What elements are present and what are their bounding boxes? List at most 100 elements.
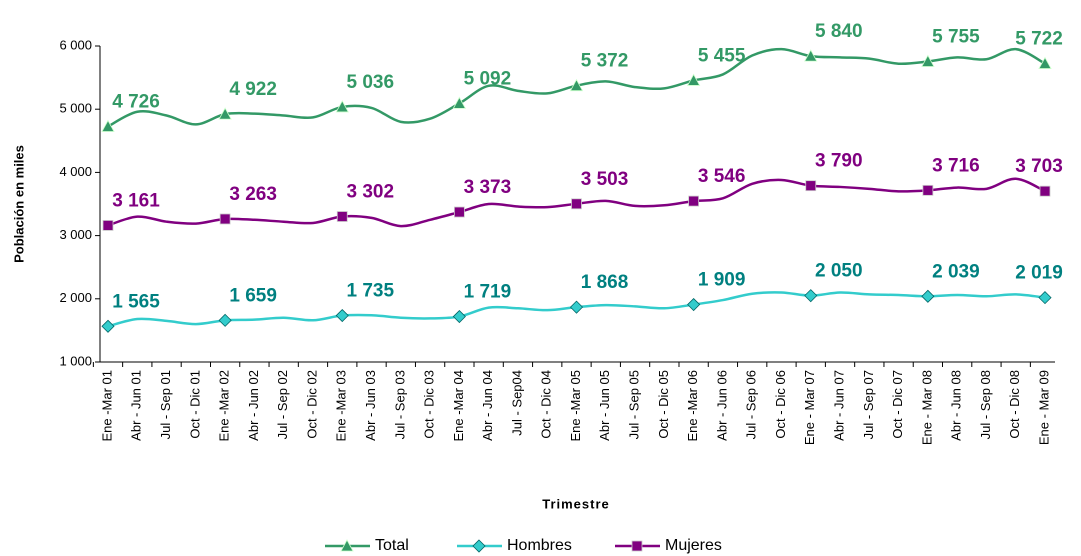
data-point	[571, 198, 582, 210]
value-label: 5 092	[464, 68, 512, 89]
y-tick-label: 4 000	[59, 164, 92, 179]
x-tick-label: Abr - Jun 01	[129, 370, 144, 441]
data-point	[101, 319, 115, 333]
legend-label: Hombres	[507, 537, 572, 554]
y-tick-label: 5 000	[59, 101, 92, 116]
legend-label: Total	[375, 537, 409, 554]
x-tick-label: Jul - Sep 08	[978, 370, 993, 439]
x-tick-label: Ene -Mar 03	[334, 370, 349, 442]
value-label: 3 716	[932, 155, 980, 176]
x-tick-label: Jul - Sep 03	[392, 370, 407, 439]
value-label: 3 161	[112, 190, 160, 211]
data-point	[686, 73, 701, 86]
data-point	[804, 49, 818, 62]
data-point	[569, 300, 584, 314]
data-point	[804, 289, 818, 303]
data-point	[336, 211, 348, 222]
value-label: 1 719	[464, 282, 512, 303]
value-label: 5 755	[932, 26, 980, 47]
data-point	[335, 308, 349, 323]
x-tick-label: Ene -Mar 06	[685, 370, 700, 442]
value-label: 3 263	[229, 184, 277, 205]
data-point	[922, 184, 934, 196]
value-label: 3 703	[1015, 156, 1063, 177]
data-point	[101, 119, 115, 132]
data-point	[102, 220, 114, 231]
x-tick-label: Oct - Dic 01	[187, 370, 202, 439]
data-point	[335, 100, 349, 113]
x-tick-label: Oct - Dic 06	[773, 370, 788, 439]
data-point	[687, 297, 701, 312]
data-point	[453, 206, 465, 218]
y-axis-label: Población en miles	[11, 145, 26, 263]
data-point	[452, 96, 467, 109]
x-tick-label: Jul - Sep 02	[275, 370, 290, 439]
value-label: 2 039	[932, 261, 980, 282]
y-tick-label: 2 000	[59, 290, 92, 305]
value-label: 1 659	[229, 285, 277, 306]
legend-label: Mujeres	[665, 537, 722, 554]
data-point	[688, 195, 700, 207]
x-tick-label: Jul - Sep 01	[158, 370, 173, 439]
x-tick-label: Oct - Dic 03	[422, 370, 437, 439]
value-label: 1 868	[581, 272, 629, 293]
legend-marker	[472, 539, 486, 553]
x-axis-label: Trimestre	[542, 496, 610, 511]
y-tick-label: 1 000	[59, 353, 92, 368]
data-point	[452, 309, 466, 324]
value-label: 3 373	[464, 177, 512, 198]
data-point	[219, 213, 231, 225]
x-tick-label: Oct - Dic 05	[656, 370, 671, 439]
data-point	[1038, 56, 1052, 69]
x-tick-label: Ene -Mar 02	[217, 370, 232, 442]
value-label: 5 840	[815, 21, 863, 42]
value-label: 4 922	[229, 79, 277, 100]
value-label: 3 302	[346, 182, 394, 203]
value-label: 5 372	[581, 51, 629, 72]
data-point	[218, 107, 232, 120]
x-tick-label: Oct - Dic 08	[1007, 370, 1022, 439]
x-tick-label: Ene -Mar 04	[451, 370, 466, 442]
value-label: 5 722	[1015, 29, 1063, 50]
value-label: 4 726	[112, 92, 160, 113]
y-tick-label: 6 000	[59, 37, 92, 52]
data-point	[569, 78, 584, 92]
value-label: 2 019	[1015, 263, 1063, 284]
value-label: 1 735	[346, 281, 394, 302]
data-point	[805, 180, 817, 192]
y-tick-label: 3 000	[59, 227, 92, 242]
x-tick-label: Jul - Sep 06	[744, 370, 759, 439]
x-tick-label: Ene - Mar 09	[1036, 370, 1051, 445]
data-point	[921, 289, 935, 303]
x-tick-label: Oct - Dic 04	[539, 370, 554, 439]
x-tick-label: Abr - Jun 08	[949, 370, 964, 441]
x-tick-label: Abr - Jun 07	[831, 370, 846, 441]
x-tick-label: Ene - Mar 07	[802, 370, 817, 445]
x-tick-label: Jul - Sep 05	[627, 370, 642, 439]
legend-marker	[631, 540, 643, 552]
value-label: 5 455	[698, 45, 746, 66]
value-label: 2 050	[815, 261, 863, 282]
value-label: 3 503	[581, 169, 629, 190]
x-tick-label: Abr - Jun 04	[480, 370, 495, 441]
data-point	[1039, 185, 1051, 197]
x-tick-label: Abr - Jun 02	[246, 370, 261, 441]
value-label: 5 036	[346, 72, 394, 93]
data-point	[218, 313, 232, 327]
x-tick-label: Ene -Mar 01	[99, 370, 114, 442]
legend-marker	[340, 539, 354, 552]
data-point	[921, 54, 935, 67]
value-label: 1 565	[112, 291, 160, 312]
x-tick-label: Ene -Mar 05	[568, 370, 583, 442]
x-tick-label: Oct - Dic 07	[890, 370, 905, 439]
x-tick-label: Abr - Jun 03	[363, 370, 378, 441]
x-tick-label: Jul - Sep 07	[861, 370, 876, 439]
data-point	[1038, 291, 1052, 305]
value-label: 3 546	[698, 166, 746, 187]
x-tick-label: Oct - Dic 02	[304, 370, 319, 439]
x-tick-label: Abr - Jun 05	[597, 370, 612, 441]
x-tick-label: Abr - Jun 06	[714, 370, 729, 441]
x-tick-label: Ene - Mar 08	[919, 370, 934, 445]
x-tick-label: Jul - Sep04	[509, 370, 524, 436]
